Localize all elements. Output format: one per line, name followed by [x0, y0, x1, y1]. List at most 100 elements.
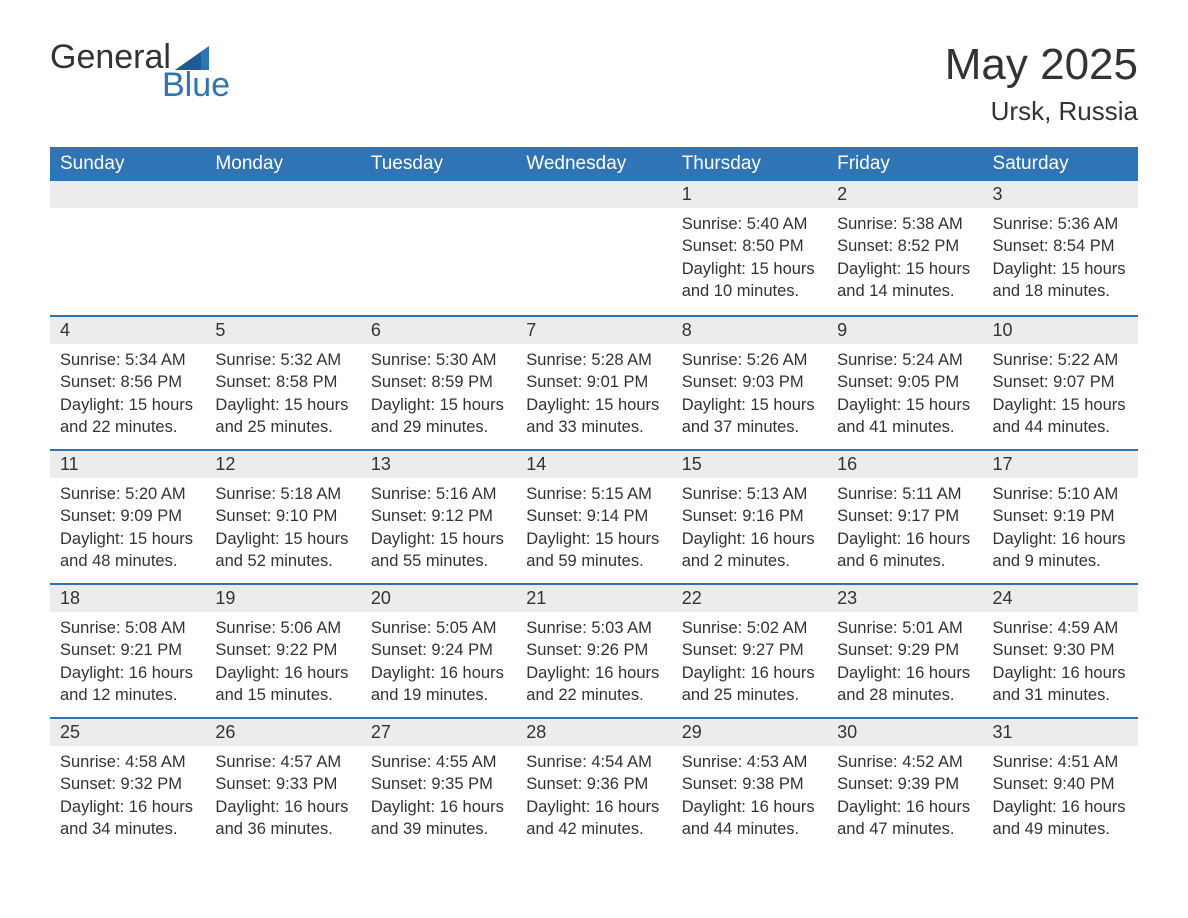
calendar-day-cell: 15Sunrise: 5:13 AMSunset: 9:16 PMDayligh… [672, 449, 827, 583]
day-number: 3 [983, 181, 1138, 208]
calendar-day-cell: 2Sunrise: 5:38 AMSunset: 8:52 PMDaylight… [827, 181, 982, 315]
day-number: 28 [516, 717, 671, 746]
day-number: 2 [827, 181, 982, 208]
daylight-text: Daylight: 15 hours and 52 minutes. [215, 528, 350, 573]
day-detail: Sunrise: 5:40 AMSunset: 8:50 PMDaylight:… [672, 208, 827, 308]
dow-header: Saturday [983, 147, 1138, 181]
day-detail: Sunrise: 5:10 AMSunset: 9:19 PMDaylight:… [983, 478, 1138, 578]
sunset-text: Sunset: 9:38 PM [682, 773, 817, 795]
sunset-text: Sunset: 8:59 PM [371, 371, 506, 393]
day-number: 15 [672, 449, 827, 478]
calendar-day-cell: 12Sunrise: 5:18 AMSunset: 9:10 PMDayligh… [205, 449, 360, 583]
day-number: 1 [672, 181, 827, 208]
calendar-day-cell: 21Sunrise: 5:03 AMSunset: 9:26 PMDayligh… [516, 583, 671, 717]
day-number: 20 [361, 583, 516, 612]
sunset-text: Sunset: 9:40 PM [993, 773, 1128, 795]
day-number: 23 [827, 583, 982, 612]
day-detail: Sunrise: 5:32 AMSunset: 8:58 PMDaylight:… [205, 344, 360, 444]
daylight-text: Daylight: 16 hours and 31 minutes. [993, 662, 1128, 707]
day-number: 25 [50, 717, 205, 746]
sunrise-text: Sunrise: 5:36 AM [993, 213, 1128, 235]
title-block: May 2025 Ursk, Russia [945, 40, 1138, 127]
sunset-text: Sunset: 9:16 PM [682, 505, 817, 527]
sunrise-text: Sunrise: 4:52 AM [837, 751, 972, 773]
day-number: 29 [672, 717, 827, 746]
calendar-day-cell [205, 181, 360, 315]
day-detail: Sunrise: 4:59 AMSunset: 9:30 PMDaylight:… [983, 612, 1138, 712]
daylight-text: Daylight: 15 hours and 18 minutes. [993, 258, 1128, 303]
sunset-text: Sunset: 9:05 PM [837, 371, 972, 393]
day-detail: Sunrise: 5:11 AMSunset: 9:17 PMDaylight:… [827, 478, 982, 578]
sunrise-text: Sunrise: 5:02 AM [682, 617, 817, 639]
sunset-text: Sunset: 9:22 PM [215, 639, 350, 661]
daylight-text: Daylight: 15 hours and 59 minutes. [526, 528, 661, 573]
calendar-day-cell: 26Sunrise: 4:57 AMSunset: 9:33 PMDayligh… [205, 717, 360, 851]
daylight-text: Daylight: 16 hours and 47 minutes. [837, 796, 972, 841]
daylight-text: Daylight: 15 hours and 29 minutes. [371, 394, 506, 439]
sunrise-text: Sunrise: 5:05 AM [371, 617, 506, 639]
daylight-text: Daylight: 16 hours and 36 minutes. [215, 796, 350, 841]
dow-header: Monday [205, 147, 360, 181]
calendar-day-cell: 19Sunrise: 5:06 AMSunset: 9:22 PMDayligh… [205, 583, 360, 717]
day-number: 30 [827, 717, 982, 746]
sunset-text: Sunset: 8:58 PM [215, 371, 350, 393]
daylight-text: Daylight: 16 hours and 2 minutes. [682, 528, 817, 573]
sunrise-text: Sunrise: 5:15 AM [526, 483, 661, 505]
calendar-day-cell: 13Sunrise: 5:16 AMSunset: 9:12 PMDayligh… [361, 449, 516, 583]
daylight-text: Daylight: 16 hours and 28 minutes. [837, 662, 972, 707]
day-number: 14 [516, 449, 671, 478]
day-number: 6 [361, 315, 516, 344]
location-subtitle: Ursk, Russia [945, 96, 1138, 127]
day-detail: Sunrise: 4:52 AMSunset: 9:39 PMDaylight:… [827, 746, 982, 846]
day-number: 12 [205, 449, 360, 478]
sunrise-text: Sunrise: 4:57 AM [215, 751, 350, 773]
brand-logo: General Blue [50, 40, 230, 102]
day-detail: Sunrise: 5:26 AMSunset: 9:03 PMDaylight:… [672, 344, 827, 444]
calendar-week-row: 11Sunrise: 5:20 AMSunset: 9:09 PMDayligh… [50, 449, 1138, 583]
daylight-text: Daylight: 15 hours and 10 minutes. [682, 258, 817, 303]
sunrise-text: Sunrise: 5:30 AM [371, 349, 506, 371]
sunrise-text: Sunrise: 4:59 AM [993, 617, 1128, 639]
sunrise-text: Sunrise: 5:08 AM [60, 617, 195, 639]
sunset-text: Sunset: 9:35 PM [371, 773, 506, 795]
sunset-text: Sunset: 8:52 PM [837, 235, 972, 257]
sunrise-text: Sunrise: 5:06 AM [215, 617, 350, 639]
daylight-text: Daylight: 15 hours and 55 minutes. [371, 528, 506, 573]
sunset-text: Sunset: 9:24 PM [371, 639, 506, 661]
sunrise-text: Sunrise: 5:11 AM [837, 483, 972, 505]
calendar-day-cell: 8Sunrise: 5:26 AMSunset: 9:03 PMDaylight… [672, 315, 827, 449]
day-detail: Sunrise: 4:54 AMSunset: 9:36 PMDaylight:… [516, 746, 671, 846]
empty-day-band [50, 181, 205, 208]
day-detail: Sunrise: 5:15 AMSunset: 9:14 PMDaylight:… [516, 478, 671, 578]
day-number: 11 [50, 449, 205, 478]
day-detail: Sunrise: 5:02 AMSunset: 9:27 PMDaylight:… [672, 612, 827, 712]
calendar-week-row: 1Sunrise: 5:40 AMSunset: 8:50 PMDaylight… [50, 181, 1138, 315]
day-number: 13 [361, 449, 516, 478]
calendar-day-cell: 6Sunrise: 5:30 AMSunset: 8:59 PMDaylight… [361, 315, 516, 449]
sunrise-text: Sunrise: 5:24 AM [837, 349, 972, 371]
day-detail: Sunrise: 5:01 AMSunset: 9:29 PMDaylight:… [827, 612, 982, 712]
day-detail: Sunrise: 5:28 AMSunset: 9:01 PMDaylight:… [516, 344, 671, 444]
sunrise-text: Sunrise: 5:10 AM [993, 483, 1128, 505]
day-number: 10 [983, 315, 1138, 344]
sunset-text: Sunset: 9:33 PM [215, 773, 350, 795]
daylight-text: Daylight: 16 hours and 25 minutes. [682, 662, 817, 707]
calendar-day-cell: 4Sunrise: 5:34 AMSunset: 8:56 PMDaylight… [50, 315, 205, 449]
day-number: 17 [983, 449, 1138, 478]
sunset-text: Sunset: 9:09 PM [60, 505, 195, 527]
daylight-text: Daylight: 16 hours and 15 minutes. [215, 662, 350, 707]
daylight-text: Daylight: 15 hours and 33 minutes. [526, 394, 661, 439]
day-detail: Sunrise: 5:30 AMSunset: 8:59 PMDaylight:… [361, 344, 516, 444]
daylight-text: Daylight: 15 hours and 41 minutes. [837, 394, 972, 439]
day-number: 9 [827, 315, 982, 344]
day-detail: Sunrise: 5:38 AMSunset: 8:52 PMDaylight:… [827, 208, 982, 308]
sunrise-text: Sunrise: 4:55 AM [371, 751, 506, 773]
brand-triangle-icon [175, 46, 209, 70]
daylight-text: Daylight: 15 hours and 25 minutes. [215, 394, 350, 439]
month-year-title: May 2025 [945, 40, 1138, 90]
calendar-day-cell: 20Sunrise: 5:05 AMSunset: 9:24 PMDayligh… [361, 583, 516, 717]
empty-day-band [361, 181, 516, 208]
calendar-week-row: 18Sunrise: 5:08 AMSunset: 9:21 PMDayligh… [50, 583, 1138, 717]
day-detail: Sunrise: 4:58 AMSunset: 9:32 PMDaylight:… [50, 746, 205, 846]
day-number: 4 [50, 315, 205, 344]
